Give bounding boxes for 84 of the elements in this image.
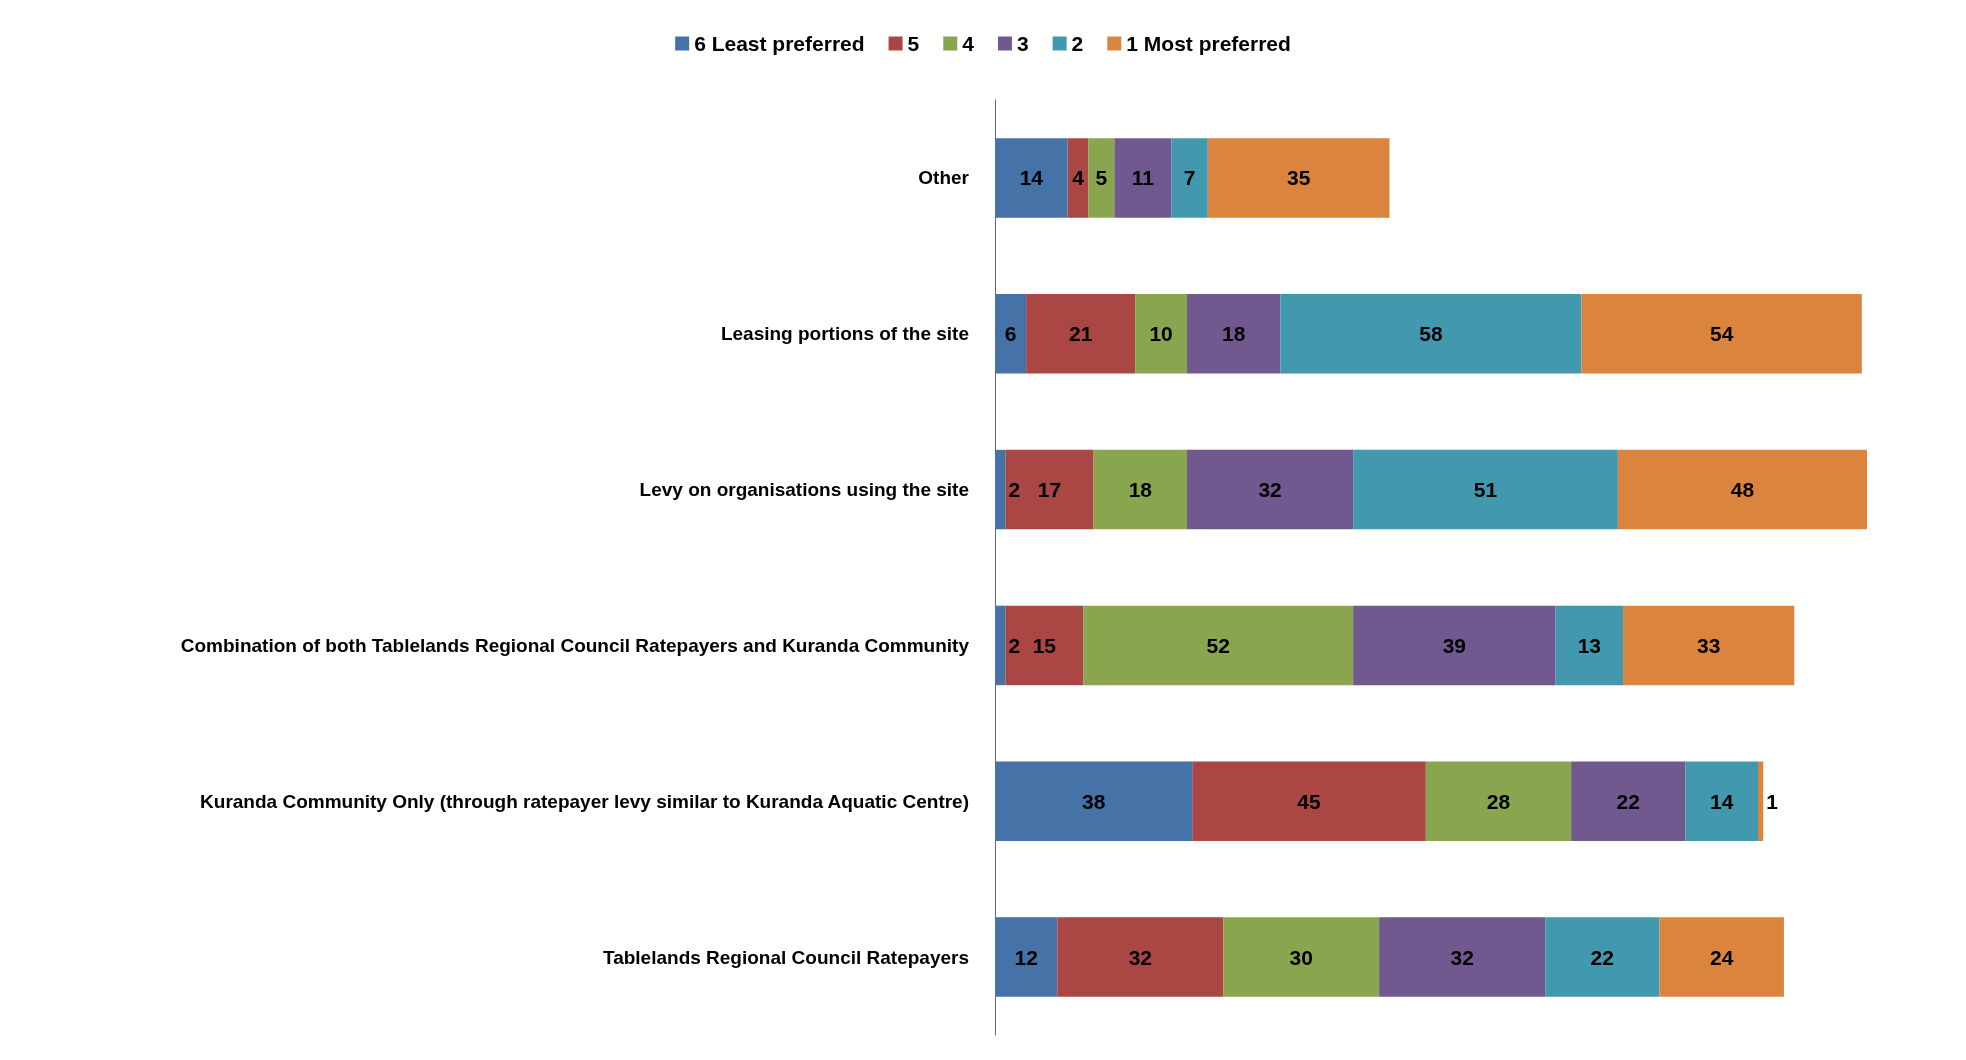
bar <box>1545 917 1660 997</box>
data-label: 39 <box>1442 633 1467 657</box>
data-label: 33 <box>1697 633 1721 657</box>
data-label: 5 <box>1095 166 1108 190</box>
bar <box>1617 449 1867 530</box>
bar <box>1353 449 1618 530</box>
data-label: 45 <box>1297 789 1322 813</box>
bar <box>1571 761 1686 841</box>
data-label: 14 <box>1709 789 1734 813</box>
data-label: 6 <box>1004 322 1017 346</box>
data-label: 52 <box>1206 633 1230 657</box>
bar <box>1425 761 1572 841</box>
bar <box>1379 917 1546 997</box>
data-label: 32 <box>1258 478 1282 502</box>
bar <box>995 138 1068 218</box>
bar <box>1758 761 1764 841</box>
y-tick-label: Levy on organisations using the site <box>639 479 969 501</box>
legend-label: 4 <box>962 32 975 55</box>
legend-label: 1 Most preferred <box>1126 32 1291 55</box>
data-label: 28 <box>1486 789 1511 813</box>
bar <box>1192 761 1426 841</box>
data-label: 2 <box>1008 478 1021 502</box>
bar <box>1093 449 1188 530</box>
legend-label: 2 <box>1071 32 1084 55</box>
data-label: 17 <box>1037 478 1062 502</box>
bar <box>1057 917 1224 997</box>
bar <box>1187 449 1354 530</box>
data-label: 18 <box>1128 478 1153 502</box>
y-tick-label: Tablelands Regional Council Ratepayers <box>602 946 969 968</box>
legend-label: 6 Least preferred <box>694 32 865 55</box>
data-label: 11 <box>1131 166 1155 190</box>
data-label: 30 <box>1289 945 1313 969</box>
y-tick-label: Kuranda Community Only (through ratepayer levy similar to Kuranda Aquatic Centre) <box>200 790 969 812</box>
data-label: 35 <box>1286 166 1311 190</box>
bar <box>1353 605 1556 686</box>
data-label: 48 <box>1730 478 1755 502</box>
bar <box>1171 138 1208 218</box>
data-label: 58 <box>1419 322 1443 346</box>
data-label: 21 <box>1068 322 1093 346</box>
y-tick-label: Combination of both Tablelands Regional Council Ratepayers and Kuranda Community <box>180 634 970 656</box>
bar <box>1114 138 1172 218</box>
bar <box>1659 917 1784 997</box>
data-label: 2 <box>1008 633 1021 657</box>
bar <box>995 917 1058 997</box>
legend-label: 3 <box>1016 32 1029 55</box>
data-label: 54 <box>1709 322 1734 346</box>
data-label: 4 <box>1072 166 1085 190</box>
data-label: 38 <box>1081 789 1106 813</box>
bar <box>1280 294 1582 374</box>
bar <box>1187 294 1281 374</box>
data-label: 32 <box>1450 945 1474 969</box>
data-label: 14 <box>1019 166 1044 190</box>
data-label: 18 <box>1222 322 1246 346</box>
data-label: 15 <box>1032 633 1057 657</box>
bar <box>1623 605 1795 686</box>
bar <box>995 605 1006 686</box>
y-tick-label: Leasing portions of the site <box>720 323 969 345</box>
bar <box>1083 605 1354 686</box>
bar <box>995 761 1193 841</box>
bar <box>1581 294 1862 374</box>
bar <box>1005 449 1094 530</box>
data-label: 22 <box>1616 789 1640 813</box>
bar <box>1026 294 1136 374</box>
bar <box>995 294 1027 374</box>
data-label: 32 <box>1128 945 1153 969</box>
y-tick-label: Other <box>918 167 970 189</box>
bar <box>995 449 1006 530</box>
bar <box>1223 917 1380 997</box>
bar <box>1088 138 1115 218</box>
data-label: 1 <box>1766 789 1779 813</box>
legend-label: 5 <box>907 32 920 55</box>
data-label: 13 <box>1577 633 1601 657</box>
bar <box>1685 761 1758 841</box>
data-label: 10 <box>1149 322 1173 346</box>
bar <box>1005 605 1084 686</box>
bar <box>1207 138 1390 218</box>
data-label: 51 <box>1473 478 1498 502</box>
data-label: 24 <box>1709 945 1734 969</box>
data-label: 12 <box>1014 945 1038 969</box>
bar <box>1135 294 1188 374</box>
bar <box>1555 605 1624 686</box>
data-label: 7 <box>1183 166 1196 190</box>
bar <box>1067 138 1089 218</box>
data-label: 22 <box>1590 945 1614 969</box>
